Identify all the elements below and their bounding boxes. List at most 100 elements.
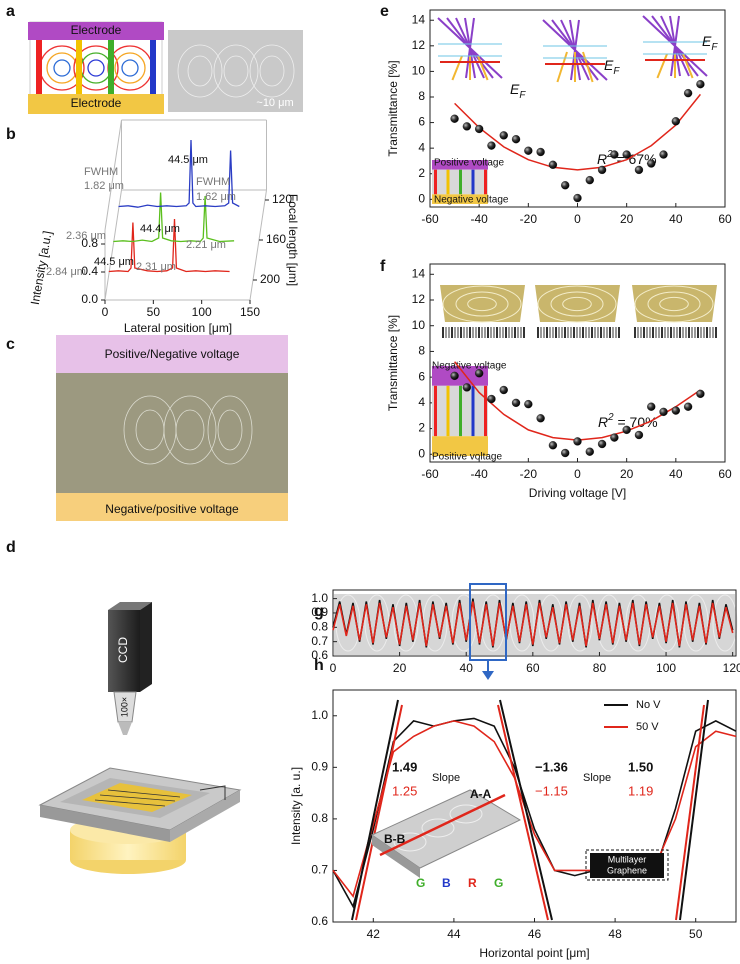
band-line	[570, 19, 580, 81]
lens-ring	[647, 291, 701, 317]
data-line	[332, 598, 734, 648]
band-line	[556, 51, 568, 83]
device-stripe	[446, 169, 450, 195]
fermi-label: EF	[510, 81, 526, 101]
y-tick-label: 0.8	[311, 811, 328, 825]
scale-bar-label: ~10 μm	[256, 97, 293, 109]
y-tick-label: 1.0	[311, 591, 328, 605]
band-diagram	[542, 19, 608, 83]
data-point	[573, 193, 582, 203]
slope-annotation: Slope	[432, 772, 460, 784]
x-tick-label: 60	[526, 661, 540, 675]
lens-ring	[634, 285, 714, 323]
y-tick-label: 10	[412, 318, 426, 332]
slope-annotation: −1.15	[535, 783, 568, 798]
data-point	[561, 181, 570, 190]
slope-tangent	[497, 704, 549, 921]
data-point	[683, 402, 693, 411]
inset-label: G	[416, 876, 425, 890]
band-line	[465, 17, 475, 79]
x-tick-label: 60	[718, 467, 732, 481]
background-ring	[335, 594, 361, 652]
annotation: 1.62 μm	[196, 191, 236, 203]
panel-label: c	[6, 336, 15, 353]
legend-label: 50 V	[636, 721, 659, 733]
y-tick-label: 6	[418, 115, 425, 129]
panel-label: h	[314, 657, 324, 674]
data-point	[462, 383, 472, 392]
device-stripe	[471, 169, 475, 195]
y-tick-label: 14	[412, 12, 426, 26]
inset-label: Negative voltage	[432, 361, 507, 372]
x-tick-label: 0	[330, 661, 337, 675]
annotation: FWHM	[196, 176, 230, 188]
data-point	[622, 150, 631, 159]
data-point	[696, 389, 705, 399]
r-squared-rest: = 70%	[614, 414, 658, 430]
slope-annotation: 1.19	[628, 783, 653, 798]
band-line	[582, 51, 594, 83]
legend-label: No V	[636, 699, 661, 711]
slope-annotation: 1.25	[392, 783, 417, 798]
data-line	[332, 601, 734, 647]
band-diagram	[437, 17, 503, 81]
data-point	[634, 165, 644, 175]
x-tick-label: -20	[520, 212, 538, 226]
panel-label: d	[6, 539, 16, 556]
inset-label: Positive voltage	[432, 452, 502, 463]
x-tick-label: 20	[620, 467, 634, 481]
y-tick-label: 0.8	[311, 619, 328, 633]
device-bottom	[432, 194, 488, 204]
y-tick-label: 12	[412, 292, 426, 306]
lens-ring	[442, 285, 522, 323]
y-tick-label: 0.7	[311, 634, 328, 648]
slope-annotation: 1.49	[392, 759, 417, 774]
data-point	[647, 402, 656, 411]
annotation: FWHM	[84, 166, 118, 178]
y-axis-label: Transmittance [%]	[386, 315, 400, 411]
box-edge	[104, 119, 122, 231]
fermi-label-sub: F	[711, 42, 718, 53]
x-tick-label: -60	[421, 467, 439, 481]
x-tick-label: -20	[520, 467, 538, 481]
lens-body	[535, 285, 620, 322]
r-squared-sup: 2	[607, 412, 614, 423]
data-point	[524, 399, 533, 409]
lens-ring	[659, 296, 689, 312]
r-squared-base: R	[597, 151, 607, 167]
data-point	[610, 150, 619, 159]
data-point	[511, 398, 521, 408]
device-stripe	[434, 169, 437, 195]
inset-device	[432, 366, 488, 456]
device-stripe	[459, 169, 462, 195]
fermi-label-base: E	[604, 57, 614, 73]
data-point	[450, 371, 459, 381]
x-tick-label: 46	[528, 927, 542, 941]
y-tick-label: 6	[418, 369, 425, 383]
data-point	[585, 175, 594, 185]
background-ring	[567, 594, 593, 652]
y-tick-label: 4	[418, 395, 425, 409]
device-top	[432, 366, 488, 386]
data-line	[113, 192, 235, 243]
inset-label: Positive voltage	[434, 158, 504, 169]
data-point	[671, 406, 680, 415]
inset-device	[432, 160, 488, 204]
lens-ring	[562, 296, 592, 312]
panel-label: b	[6, 126, 16, 143]
x-axis-label: Horizontal point [μm]	[479, 946, 589, 960]
y-tick-label: 0.6	[311, 648, 328, 662]
panel-c-image	[56, 335, 288, 521]
data-line	[332, 717, 737, 909]
surface-ring	[393, 832, 427, 852]
y-tick-label: 0.8	[81, 236, 98, 250]
data-line	[108, 218, 230, 273]
box-edge	[104, 189, 122, 301]
data-point	[683, 88, 693, 98]
fermi-label: EF	[604, 57, 620, 77]
graphene-box	[585, 849, 669, 881]
x-tick-label: 50	[689, 927, 703, 941]
lens-image	[440, 285, 525, 338]
data-point	[499, 131, 508, 140]
